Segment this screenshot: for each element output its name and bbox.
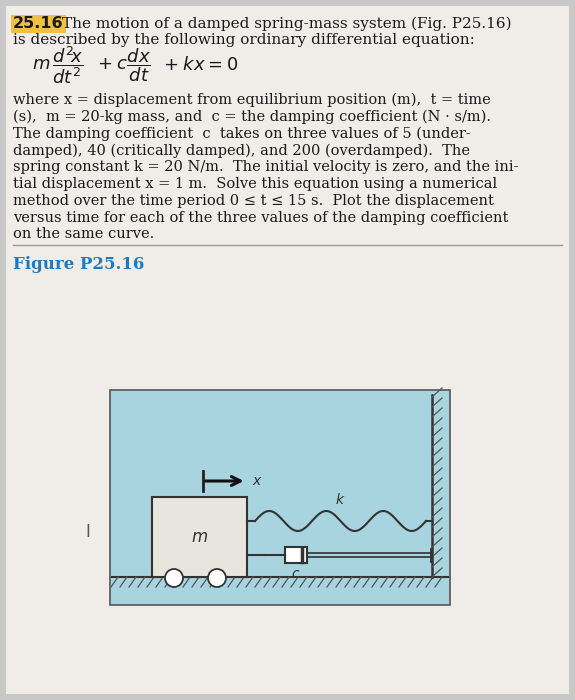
Text: is described by the following ordinary differential equation:: is described by the following ordinary d… xyxy=(13,33,475,47)
Text: tial displacement x = 1 m.  Solve this equation using a numerical: tial displacement x = 1 m. Solve this eq… xyxy=(13,177,497,191)
Text: $+\; kx = 0$: $+\; kx = 0$ xyxy=(163,56,238,74)
Text: method over the time period 0 ≤ t ≤ 15 s.  Plot the displacement: method over the time period 0 ≤ t ≤ 15 s… xyxy=(13,194,494,208)
Text: I: I xyxy=(86,523,90,541)
Text: versus time for each of the three values of the damping coefficient: versus time for each of the three values… xyxy=(13,211,508,225)
Text: Figure P25.16: Figure P25.16 xyxy=(13,256,144,273)
Text: damped), 40 (critically damped), and 200 (overdamped).  The: damped), 40 (critically damped), and 200… xyxy=(13,144,470,158)
Circle shape xyxy=(208,569,226,587)
Circle shape xyxy=(165,569,183,587)
Text: $m\,\dfrac{d^2\!x}{dt^2}$: $m\,\dfrac{d^2\!x}{dt^2}$ xyxy=(32,44,83,86)
Bar xyxy=(152,497,247,577)
Text: $x$: $x$ xyxy=(251,474,262,488)
Text: where x = displacement from equilibrium position (m),  t = time: where x = displacement from equilibrium … xyxy=(13,93,490,107)
Bar xyxy=(110,390,450,605)
Text: $c$: $c$ xyxy=(292,566,301,580)
Text: The motion of a damped spring-mass system (Fig. P25.16): The motion of a damped spring-mass syste… xyxy=(62,17,512,32)
Text: on the same curve.: on the same curve. xyxy=(13,228,154,241)
Text: $m$: $m$ xyxy=(191,528,208,546)
Text: (s),  m = 20-kg mass, and  c = the damping coefficient (N · s/m).: (s), m = 20-kg mass, and c = the damping… xyxy=(13,110,491,124)
Text: The damping coefficient  c  takes on three values of 5 (under-: The damping coefficient c takes on three… xyxy=(13,127,471,141)
Text: 25.16: 25.16 xyxy=(13,17,64,32)
Bar xyxy=(285,547,307,563)
Text: $k$: $k$ xyxy=(335,492,346,507)
Text: $+\; c\dfrac{dx}{dt}$: $+\; c\dfrac{dx}{dt}$ xyxy=(97,46,151,84)
Text: spring constant k = 20 N/m.  The initial velocity is zero, and the ini-: spring constant k = 20 N/m. The initial … xyxy=(13,160,519,174)
